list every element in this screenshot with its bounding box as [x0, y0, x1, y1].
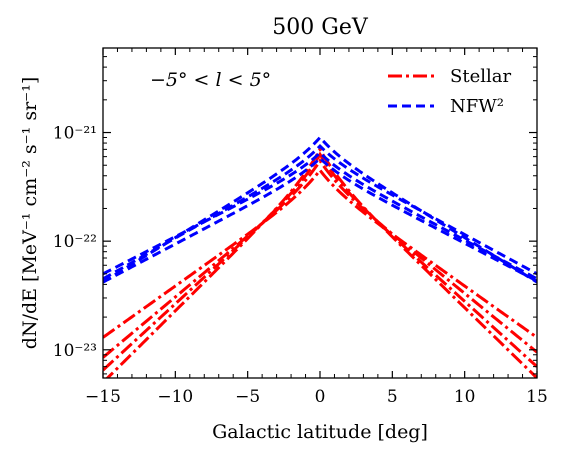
ticks-layer: −15 −10 −5 0 5 10 15 10⁻²¹ 10⁻²² 10⁻²³ [53, 47, 548, 407]
x-axis-title: Galactic latitude [deg] [212, 421, 428, 443]
y-tick-label: 10⁻²² [53, 232, 97, 252]
x-tick-label: −15 [85, 387, 121, 407]
y-tick-label: 10⁻²³ [53, 341, 97, 361]
x-tick-label: 15 [526, 387, 548, 407]
x-tick-label: −5 [235, 387, 260, 407]
series-line-nfw2-5 [103, 143, 537, 281]
series-line-stellar-1 [103, 158, 537, 359]
legend-label-nfw2: NFW² [450, 96, 504, 117]
x-tick-label: 0 [315, 387, 326, 407]
region-annotation: −5° < l < 5° [150, 69, 271, 91]
series-layer [103, 135, 537, 378]
series-line-stellar-2 [103, 151, 537, 372]
y-axis-title: dN/dE [MeV⁻¹ cm⁻² s⁻¹ sr⁻¹] [19, 77, 41, 349]
legend: Stellar NFW² [388, 66, 511, 117]
plot-frame [102, 47, 538, 379]
y-tick-label: 10⁻²¹ [53, 124, 97, 144]
series-line-stellar-0 [103, 167, 537, 339]
chart-title: 500 GeV [272, 15, 369, 40]
series-line-nfw2-7 [103, 156, 537, 284]
legend-label-stellar: Stellar [450, 66, 511, 87]
x-tick-label: 5 [387, 387, 398, 407]
series-line-stellar-3 [105, 146, 537, 378]
series-line-nfw2-4 [103, 135, 537, 284]
x-tick-label: −10 [157, 387, 193, 407]
x-tick-label: 10 [454, 387, 476, 407]
